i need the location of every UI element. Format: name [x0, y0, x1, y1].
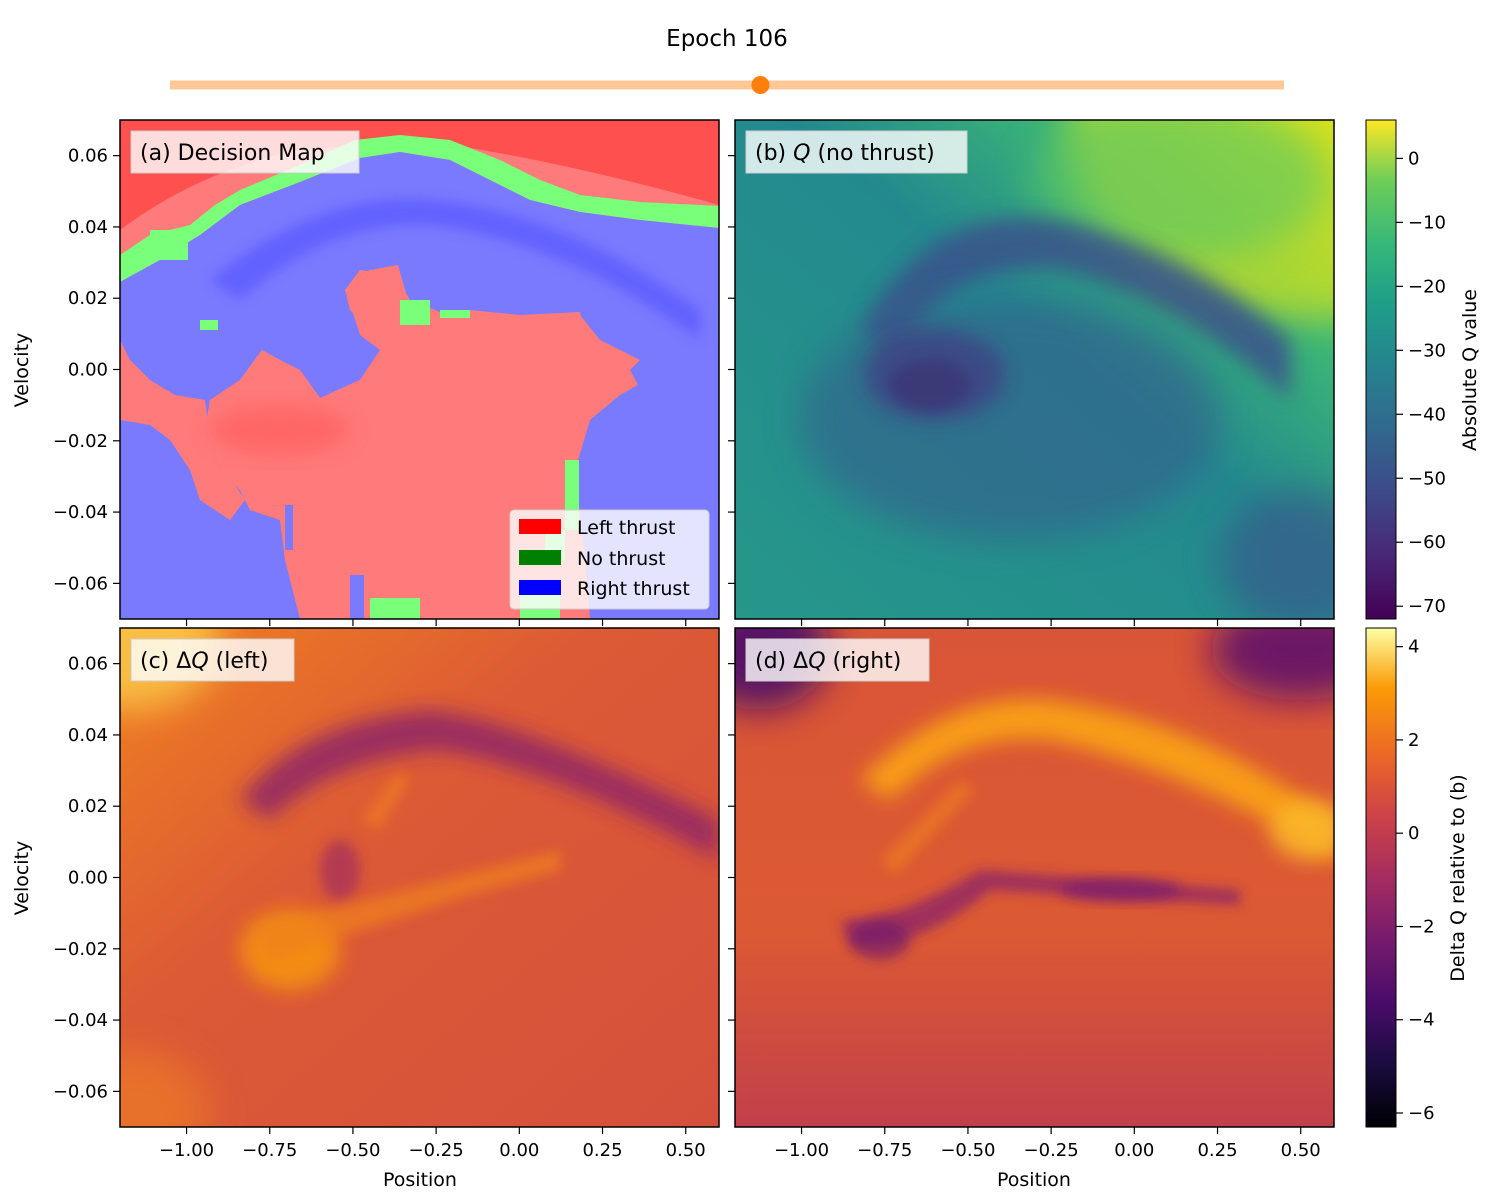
y-tick-label: −0.06 — [53, 573, 108, 594]
panel-a-ylabel: Velocity — [11, 333, 33, 408]
colorbar-tick-label: −60 — [1408, 532, 1446, 553]
y-tick-label: 0.06 — [68, 654, 108, 675]
panel-d-xlabel: Position — [997, 1169, 1071, 1191]
colorbar-tick-label: 4 — [1408, 637, 1419, 658]
colorbar-tick-label: 2 — [1408, 730, 1419, 751]
colorbar-tick-label: −2 — [1408, 916, 1435, 937]
colorbar-tick-label: −6 — [1408, 1103, 1435, 1124]
panel-a-label: (a) Decision Map — [140, 141, 325, 166]
y-tick-label: 0.06 — [68, 146, 108, 167]
panel-d-label: (d) ΔQ (right) — [755, 649, 901, 674]
colorbar-tick-label: −4 — [1408, 1010, 1435, 1031]
x-tick-label: 0.00 — [1114, 1140, 1154, 1161]
x-tick-label: 0.50 — [1281, 1140, 1321, 1161]
x-tick-label: −1.00 — [159, 1140, 214, 1161]
panel-a-ticks: 0.06 0.04 0.02 0.00 −0.02 −0.04 −0.06 — [53, 146, 687, 626]
y-tick-label: −0.04 — [53, 1010, 108, 1031]
y-tick-label: 0.04 — [68, 725, 108, 746]
legend-item-none: No thrust — [577, 548, 666, 570]
colorbar-tick-label: −70 — [1408, 596, 1446, 617]
y-tick-label: −0.02 — [53, 939, 108, 960]
colorbar-tick-label: 0 — [1408, 823, 1419, 844]
colorbar-tick-label: −20 — [1408, 276, 1446, 297]
colorbar-tick-label: −30 — [1408, 340, 1446, 361]
panel-b-label: (b) Q (no thrust) — [755, 141, 935, 166]
y-tick-label: −0.06 — [53, 1081, 108, 1102]
colorbar-absolute-q-ticks: 0 −10 −20 −30 −40 −50 −60 −70 — [1396, 148, 1446, 617]
dq-right-image — [735, 628, 1334, 1127]
x-tick-label: 0.00 — [499, 1140, 539, 1161]
colorbar-delta-q-ticks: 4 2 0 −2 −4 −6 — [1396, 637, 1435, 1124]
colorbar-absolute-q-label: Absolute Q value — [1459, 289, 1481, 451]
x-tick-label: −0.50 — [940, 1140, 995, 1161]
slider-handle[interactable] — [751, 76, 770, 94]
panel-d-dq-right: (d) ΔQ (right) Position −1.00 −0.75 −0.50−… — [728, 627, 1335, 1191]
panel-a-decision-map: (a) Decision Map Left thrust No thrust R… — [11, 119, 720, 626]
colorbar-tick-label: 0 — [1408, 148, 1419, 169]
colorbar-delta-q: 4 2 0 −2 −4 −6 Delta Q relative to (b) — [1365, 627, 1469, 1128]
panel-b-ticks — [728, 155, 1302, 626]
panel-c-ylabel: Velocity — [11, 841, 33, 916]
colorbar-tick-label: −40 — [1408, 404, 1446, 425]
x-tick-label: 0.50 — [666, 1140, 706, 1161]
dq-left-image — [120, 628, 719, 1127]
x-tick-label: −0.75 — [857, 1140, 912, 1161]
x-tick-label: −0.50 — [325, 1140, 380, 1161]
panel-c-label: (c) ΔQ (left) — [140, 649, 268, 674]
legend-swatch-left — [519, 519, 561, 534]
y-tick-label: −0.04 — [53, 502, 108, 523]
panel-b-q-no-thrust: (b) Q (no thrust) — [728, 119, 1335, 626]
colorbar-tick-label: −10 — [1408, 212, 1446, 233]
q-no-thrust-image — [735, 120, 1334, 619]
epoch-label: Epoch 106 — [666, 26, 788, 52]
y-tick-label: 0.02 — [68, 288, 108, 309]
x-tick-label: −0.25 — [409, 1140, 464, 1161]
x-tick-label: −1.00 — [774, 1140, 829, 1161]
x-tick-label: −0.25 — [1024, 1140, 1079, 1161]
colorbar-delta-q-label: Delta Q relative to (b) — [1447, 774, 1469, 981]
x-tick-label: 0.25 — [582, 1140, 622, 1161]
legend-item-right: Right thrust — [577, 578, 690, 600]
x-tick-label: −0.75 — [242, 1140, 297, 1161]
legend-item-left: Left thrust — [577, 517, 675, 539]
y-tick-label: 0.00 — [68, 360, 108, 381]
y-tick-label: 0.02 — [68, 796, 108, 817]
decision-legend: Left thrust No thrust Right thrust — [509, 509, 710, 610]
colorbar-tick-label: −50 — [1408, 468, 1446, 489]
panel-c-dq-left: (c) ΔQ (left) Position Velocity −1.00 −0.… — [11, 627, 720, 1191]
panel-d-ticks: −1.00 −0.75 −0.50 −0.25 0.00 0.25 0.50 — [728, 663, 1321, 1161]
epoch-slider[interactable] — [170, 76, 1284, 94]
y-tick-label: 0.00 — [68, 868, 108, 889]
y-tick-label: 0.04 — [68, 217, 108, 238]
y-tick-label: −0.02 — [53, 431, 108, 452]
colorbar-absolute-q: 0 −10 −20 −30 −40 −50 −60 −70 Absolute Q value — [1365, 119, 1481, 620]
panel-c-ticks: −1.00 −0.75 −0.50 −0.25 0.00 0.25 0.50 0.06 0.04… — [53, 654, 706, 1161]
legend-swatch-right — [519, 580, 561, 595]
x-tick-label: 0.25 — [1197, 1140, 1237, 1161]
panel-c-xlabel: Position — [383, 1169, 457, 1191]
legend-swatch-none — [519, 550, 561, 565]
